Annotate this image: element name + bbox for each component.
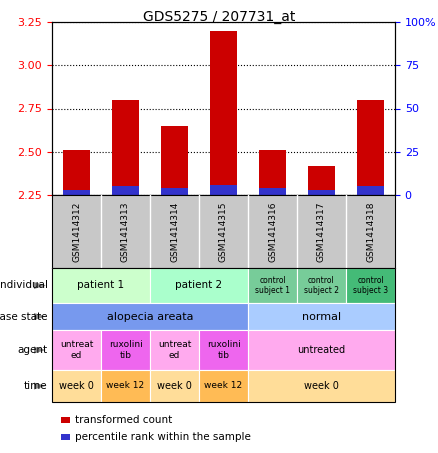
Bar xyxy=(259,188,286,195)
Text: patient 2: patient 2 xyxy=(176,280,223,290)
Polygon shape xyxy=(34,313,46,320)
Text: GSM1414314: GSM1414314 xyxy=(170,201,179,262)
Text: ruxolini
tib: ruxolini tib xyxy=(109,340,142,360)
Bar xyxy=(259,150,286,195)
Text: control
subject 3: control subject 3 xyxy=(353,276,388,295)
Bar xyxy=(357,186,384,195)
Text: alopecia areata: alopecia areata xyxy=(107,312,193,322)
Bar xyxy=(210,185,237,195)
Text: week 0: week 0 xyxy=(157,381,192,391)
Bar xyxy=(112,186,139,195)
Bar xyxy=(210,31,237,195)
Text: GSM1414317: GSM1414317 xyxy=(317,201,326,262)
Bar xyxy=(161,188,188,195)
Text: control
subject 2: control subject 2 xyxy=(304,276,339,295)
Bar xyxy=(63,150,90,195)
Text: week 0: week 0 xyxy=(304,381,339,391)
Text: GSM1414316: GSM1414316 xyxy=(268,201,277,262)
Text: week 12: week 12 xyxy=(106,381,145,390)
Text: week 0: week 0 xyxy=(59,381,94,391)
Text: ruxolini
tib: ruxolini tib xyxy=(207,340,240,360)
Text: GSM1414318: GSM1414318 xyxy=(366,201,375,262)
Text: individual: individual xyxy=(0,280,48,290)
Text: GSM1414315: GSM1414315 xyxy=(219,201,228,262)
Text: untreat
ed: untreat ed xyxy=(60,340,93,360)
Polygon shape xyxy=(34,382,46,390)
Text: control
subject 1: control subject 1 xyxy=(255,276,290,295)
Polygon shape xyxy=(34,347,46,354)
Text: disease state: disease state xyxy=(0,312,48,322)
Text: untreat
ed: untreat ed xyxy=(158,340,191,360)
Text: transformed count: transformed count xyxy=(75,415,172,425)
Text: normal: normal xyxy=(302,312,341,322)
Text: GDS5275 / 207731_at: GDS5275 / 207731_at xyxy=(143,10,295,24)
Text: untreated: untreated xyxy=(297,345,346,355)
Bar xyxy=(63,190,90,195)
Text: GSM1414312: GSM1414312 xyxy=(72,201,81,262)
Bar xyxy=(112,100,139,195)
Bar xyxy=(308,166,335,195)
Text: time: time xyxy=(24,381,48,391)
Bar xyxy=(357,100,384,195)
Bar xyxy=(308,190,335,195)
Text: percentile rank within the sample: percentile rank within the sample xyxy=(75,432,251,442)
Bar xyxy=(161,126,188,195)
Text: agent: agent xyxy=(18,345,48,355)
Text: GSM1414313: GSM1414313 xyxy=(121,201,130,262)
Text: patient 1: patient 1 xyxy=(78,280,124,290)
Polygon shape xyxy=(34,282,46,289)
Text: week 12: week 12 xyxy=(205,381,243,390)
